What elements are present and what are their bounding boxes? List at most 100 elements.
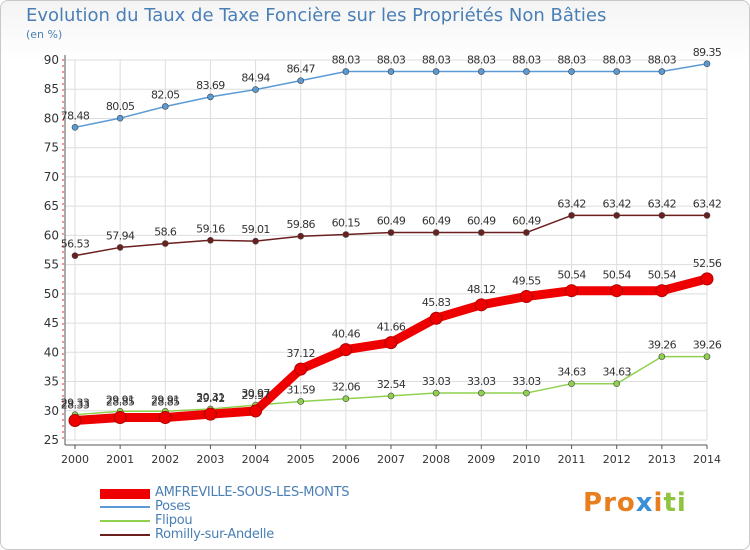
logo-letter: i (653, 488, 664, 518)
data-label: 63.42 (648, 197, 677, 210)
x-tick-label: 2012 (603, 453, 631, 466)
data-point (68, 414, 82, 428)
x-tick-label: 2011 (558, 453, 586, 466)
data-label: 82.05 (151, 88, 180, 101)
data-point (700, 272, 714, 286)
x-tick-label: 2007 (377, 453, 405, 466)
data-label: 33.03 (422, 375, 451, 388)
x-tick-label: 2010 (512, 453, 540, 466)
data-point (252, 237, 259, 245)
y-tick-label: 50 (44, 287, 59, 301)
data-point (477, 389, 485, 397)
y-tick-label: 90 (44, 53, 59, 67)
y-tick-label: 40 (44, 345, 59, 359)
data-point (113, 410, 127, 424)
data-point (387, 229, 395, 236)
data-point (252, 86, 259, 93)
data-label: 29.91 (106, 393, 135, 406)
data-label: 32.54 (377, 378, 406, 391)
data-label: 63.42 (557, 197, 586, 210)
y-tick-label: 75 (44, 141, 59, 155)
data-point (387, 392, 395, 400)
x-tick-label: 2003 (196, 453, 224, 466)
data-label: 50.54 (602, 269, 631, 282)
data-label: 60.49 (377, 215, 406, 228)
data-label: 33.03 (467, 375, 496, 388)
data-point (568, 212, 575, 219)
x-tick-label: 2004 (242, 453, 270, 466)
data-label: 32.06 (332, 381, 361, 394)
logo-letter: x (635, 488, 654, 518)
data-point (384, 336, 398, 350)
logo-letter: t (663, 488, 677, 518)
data-label: 84.94 (241, 72, 270, 85)
data-point (523, 389, 530, 397)
data-point (565, 284, 579, 298)
data-label: 63.42 (693, 197, 722, 210)
data-point (249, 404, 263, 418)
data-label: 63.42 (602, 197, 631, 210)
y-tick-label: 85 (44, 82, 59, 96)
y-tick-label: 60 (44, 228, 59, 242)
data-point (297, 77, 305, 84)
data-label: 80.05 (106, 100, 135, 113)
data-point (568, 68, 575, 75)
data-point (523, 229, 530, 236)
data-label: 33.03 (512, 375, 541, 388)
data-label: 37.12 (286, 347, 315, 360)
data-point (477, 229, 485, 236)
data-label: 29.97 (241, 389, 270, 402)
data-point (658, 353, 666, 360)
x-tick-label: 2014 (693, 453, 721, 466)
data-point (342, 395, 350, 403)
logo-text: Proxiti (583, 488, 687, 518)
y-tick-label: 70 (44, 170, 59, 184)
data-label: 31.59 (286, 383, 315, 396)
data-label: 40.46 (332, 328, 361, 341)
data-label: 29.33 (61, 397, 90, 410)
data-point (432, 68, 440, 75)
logo-letter: r (603, 488, 617, 518)
data-label: 59.86 (286, 218, 315, 231)
data-point (432, 389, 440, 397)
data-label: 48.12 (467, 283, 496, 296)
data-point (297, 398, 305, 405)
data-label: 41.66 (377, 321, 406, 334)
data-label: 34.63 (557, 366, 586, 379)
data-point (342, 231, 350, 238)
data-label: 49.55 (512, 274, 541, 287)
data-point (207, 93, 214, 101)
chart-title: Evolution du Taux de Taxe Foncière sur l… (26, 5, 607, 26)
data-point (658, 212, 666, 219)
data-label: 28.85 (151, 395, 180, 408)
data-label: 52.56 (693, 257, 722, 270)
data-point (519, 289, 533, 303)
data-point (207, 236, 214, 244)
y-tick-label: 45 (44, 316, 59, 330)
data-label: 29.42 (196, 392, 225, 405)
data-point (568, 380, 575, 388)
data-point (429, 311, 443, 325)
x-tick-label: 2008 (422, 453, 450, 466)
data-label: 50.54 (648, 269, 677, 282)
data-point (71, 252, 79, 259)
y-tick-label: 35 (44, 375, 59, 389)
data-point (71, 124, 79, 131)
x-tick-label: 2009 (467, 453, 495, 466)
data-point (655, 284, 669, 298)
data-label: 58.6 (154, 226, 177, 239)
data-point (432, 229, 440, 236)
legend-label: Flipou (155, 513, 193, 528)
x-tick-label: 2013 (648, 453, 676, 466)
data-label: 88.03 (557, 54, 586, 67)
legend-label: Romilly-sur-Andelle (155, 527, 274, 542)
data-point (294, 362, 308, 376)
data-point (158, 410, 172, 424)
data-point (339, 343, 353, 357)
data-point (613, 380, 621, 388)
logo-letter: i (676, 488, 687, 518)
legend-label: AMFREVILLE-SOUS-LES-MONTS (155, 485, 350, 500)
data-point (523, 68, 530, 75)
